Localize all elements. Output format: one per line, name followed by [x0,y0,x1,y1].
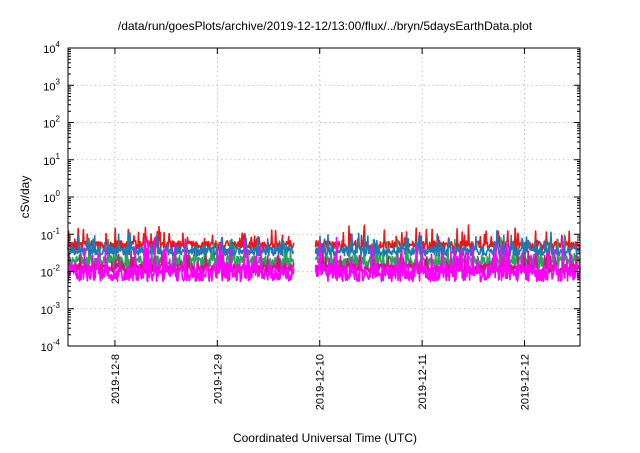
y-tick-label: 103 [43,77,60,93]
y-tick-label: 10-1 [41,226,61,242]
y-tick-label: 10-3 [41,301,61,317]
y-tick-label: 10-4 [41,338,61,354]
chart-title: /data/run/goesPlots/archive/2019-12-12/1… [118,19,533,33]
grid [68,48,580,346]
x-tick-label: 2019-12-10 [315,354,327,410]
y-tick-label: 10-2 [41,264,61,280]
y-tick-label: 101 [43,152,60,168]
x-tick-label: 2019-12-8 [110,354,122,404]
x-axis-label: Coordinated Universal Time (UTC) [233,431,417,445]
y-tick-label: 104 [43,40,60,56]
series-line [67,236,581,283]
y-axis-label: cSv/day [18,176,32,219]
series-group [67,224,581,283]
x-tick-label: 2019-12-12 [520,354,532,410]
x-tick-label: 2019-12-9 [212,354,224,404]
x-tick-label: 2019-12-11 [417,354,429,409]
axes: 10-4 10-3 10-2 10-1 100 101 102 103 104 2019-12-8… [41,40,580,410]
y-tick-label: 102 [43,115,60,131]
y-tick-label: 100 [43,189,60,205]
